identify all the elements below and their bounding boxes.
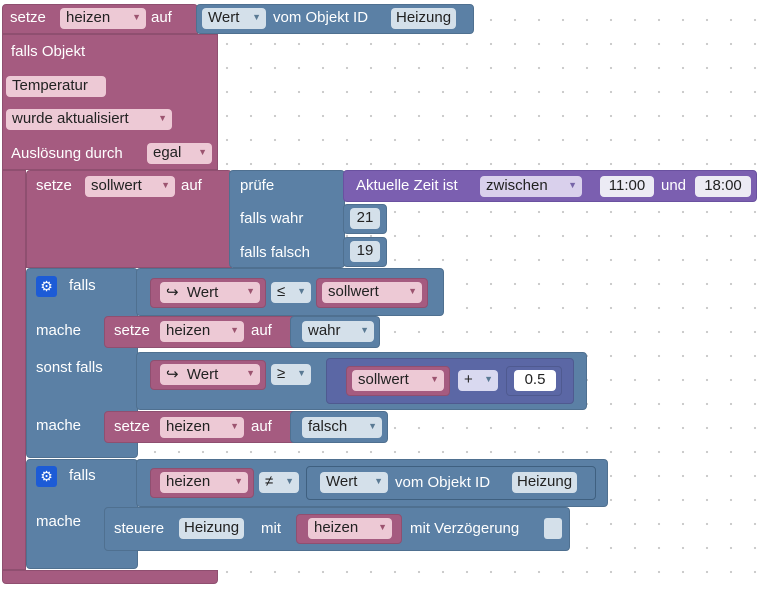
ternary-pruefe-block[interactable]: [229, 170, 345, 268]
operator-dropdown[interactable]: ≥ ▼: [271, 364, 311, 385]
chevron-down-icon: ▼: [368, 421, 377, 431]
ausloesung-dropdown[interactable]: egal ▼: [147, 143, 212, 164]
falls-wahr-label: falls wahr: [240, 210, 304, 227]
chevron-down-icon: ▼: [378, 522, 387, 532]
var-dropdown-sollwert[interactable]: sollwert ▼: [322, 282, 422, 303]
falls-objekt-label: falls Objekt: [11, 43, 86, 60]
chevron-down-icon: ▼: [408, 286, 417, 296]
chevron-down-icon: ▼: [430, 374, 439, 384]
trigger-block-left-bar: [2, 170, 26, 570]
var-dropdown-heizen[interactable]: heizen ▼: [60, 8, 146, 29]
chevron-down-icon: ▼: [132, 12, 141, 22]
delay-checkbox[interactable]: [544, 518, 562, 539]
auf-label: auf: [251, 418, 272, 435]
setze-label: setze: [10, 9, 46, 26]
mache-label: mache: [36, 417, 82, 434]
chevron-down-icon: ▼: [198, 147, 207, 157]
setze-label: setze: [114, 322, 150, 339]
param-dropdown-wert[interactable]: ↪ Wert ▼: [160, 282, 260, 303]
return-arrow-icon: ↪: [166, 366, 179, 383]
chevron-down-icon: ▼: [285, 476, 294, 486]
zeit-label: Aktuelle Zeit ist: [356, 177, 458, 194]
end-time-field[interactable]: 18:00: [695, 176, 751, 197]
falls-label: falls: [69, 467, 96, 484]
chevron-down-icon: ▼: [374, 476, 383, 486]
chevron-down-icon: ▼: [484, 374, 493, 384]
steuere-label: steuere: [114, 520, 165, 537]
object-id-field[interactable]: Heizung: [512, 472, 578, 493]
mache-label: mache: [36, 322, 82, 339]
chevron-down-icon: ▼: [252, 12, 261, 22]
var-dropdown-heizen[interactable]: heizen ▼: [160, 417, 244, 438]
mit-label: mit: [261, 520, 281, 537]
chevron-down-icon: ▼: [360, 325, 369, 335]
number-field[interactable]: 0.5: [514, 370, 556, 391]
param-dropdown-wert[interactable]: ↪ Wert ▼: [160, 364, 260, 385]
chevron-down-icon: ▼: [246, 368, 255, 378]
setze-label: setze: [36, 177, 72, 194]
var-dropdown-heizen[interactable]: heizen ▼: [160, 472, 248, 493]
var-dropdown-heizen[interactable]: heizen ▼: [308, 518, 392, 539]
chevron-down-icon: ▼: [568, 180, 577, 190]
control-object-field[interactable]: Heizung: [179, 518, 245, 539]
object-name-field[interactable]: Temperatur: [6, 76, 106, 97]
und-label: und: [661, 177, 687, 194]
math-operator-dropdown[interactable]: + ▼: [458, 370, 498, 391]
chevron-down-icon: ▼: [230, 421, 239, 431]
falls-label: falls: [69, 277, 96, 294]
zeit-mode-dropdown[interactable]: zwischen ▼: [480, 176, 582, 197]
auf-label: auf: [251, 322, 272, 339]
chevron-down-icon: ▼: [230, 325, 239, 335]
number-field[interactable]: 19: [350, 241, 380, 262]
boolean-dropdown[interactable]: wahr ▼: [302, 321, 374, 342]
gear-icon[interactable]: ⚙: [36, 276, 57, 297]
chevron-down-icon: ▼: [297, 368, 306, 378]
chevron-down-icon: ▼: [297, 286, 306, 296]
sonst-falls-label: sonst falls: [36, 359, 103, 376]
pruefe-label: prüfe: [240, 177, 275, 194]
vom-objekt-label: vom Objekt ID: [273, 9, 369, 26]
event-dropdown[interactable]: wurde aktualisiert ▼: [6, 109, 172, 130]
value-dropdown-wert[interactable]: Wert ▼: [202, 8, 266, 29]
var-dropdown-heizen[interactable]: heizen ▼: [160, 321, 244, 342]
boolean-dropdown[interactable]: falsch ▼: [302, 417, 382, 438]
object-id-field[interactable]: Heizung: [391, 8, 457, 29]
operator-dropdown[interactable]: ≤ ▼: [271, 282, 311, 303]
falls-falsch-label: falls falsch: [240, 244, 311, 261]
mache-label: mache: [36, 513, 82, 530]
chevron-down-icon: ▼: [246, 286, 255, 296]
auf-label: auf: [151, 9, 172, 26]
var-dropdown-sollwert[interactable]: sollwert ▼: [85, 176, 175, 197]
start-time-field[interactable]: 11:00: [600, 176, 654, 197]
trigger-block-footer: [2, 570, 218, 584]
var-dropdown-sollwert[interactable]: sollwert ▼: [352, 370, 444, 391]
auf-label: auf: [181, 177, 202, 194]
gear-icon[interactable]: ⚙: [36, 466, 57, 487]
vom-objekt-label: vom Objekt ID: [395, 474, 491, 491]
chevron-down-icon: ▼: [234, 476, 243, 486]
number-field[interactable]: 21: [350, 208, 380, 229]
chevron-down-icon: ▼: [161, 180, 170, 190]
operator-dropdown[interactable]: ≠ ▼: [259, 472, 299, 493]
return-arrow-icon: ↪: [166, 284, 179, 301]
setze-label: setze: [114, 418, 150, 435]
ausloesung-label: Auslösung durch: [11, 145, 123, 162]
mit-verzoegerung-label: mit Verzögerung: [410, 520, 520, 537]
chevron-down-icon: ▼: [158, 113, 167, 123]
value-dropdown-wert[interactable]: Wert ▼: [320, 472, 388, 493]
